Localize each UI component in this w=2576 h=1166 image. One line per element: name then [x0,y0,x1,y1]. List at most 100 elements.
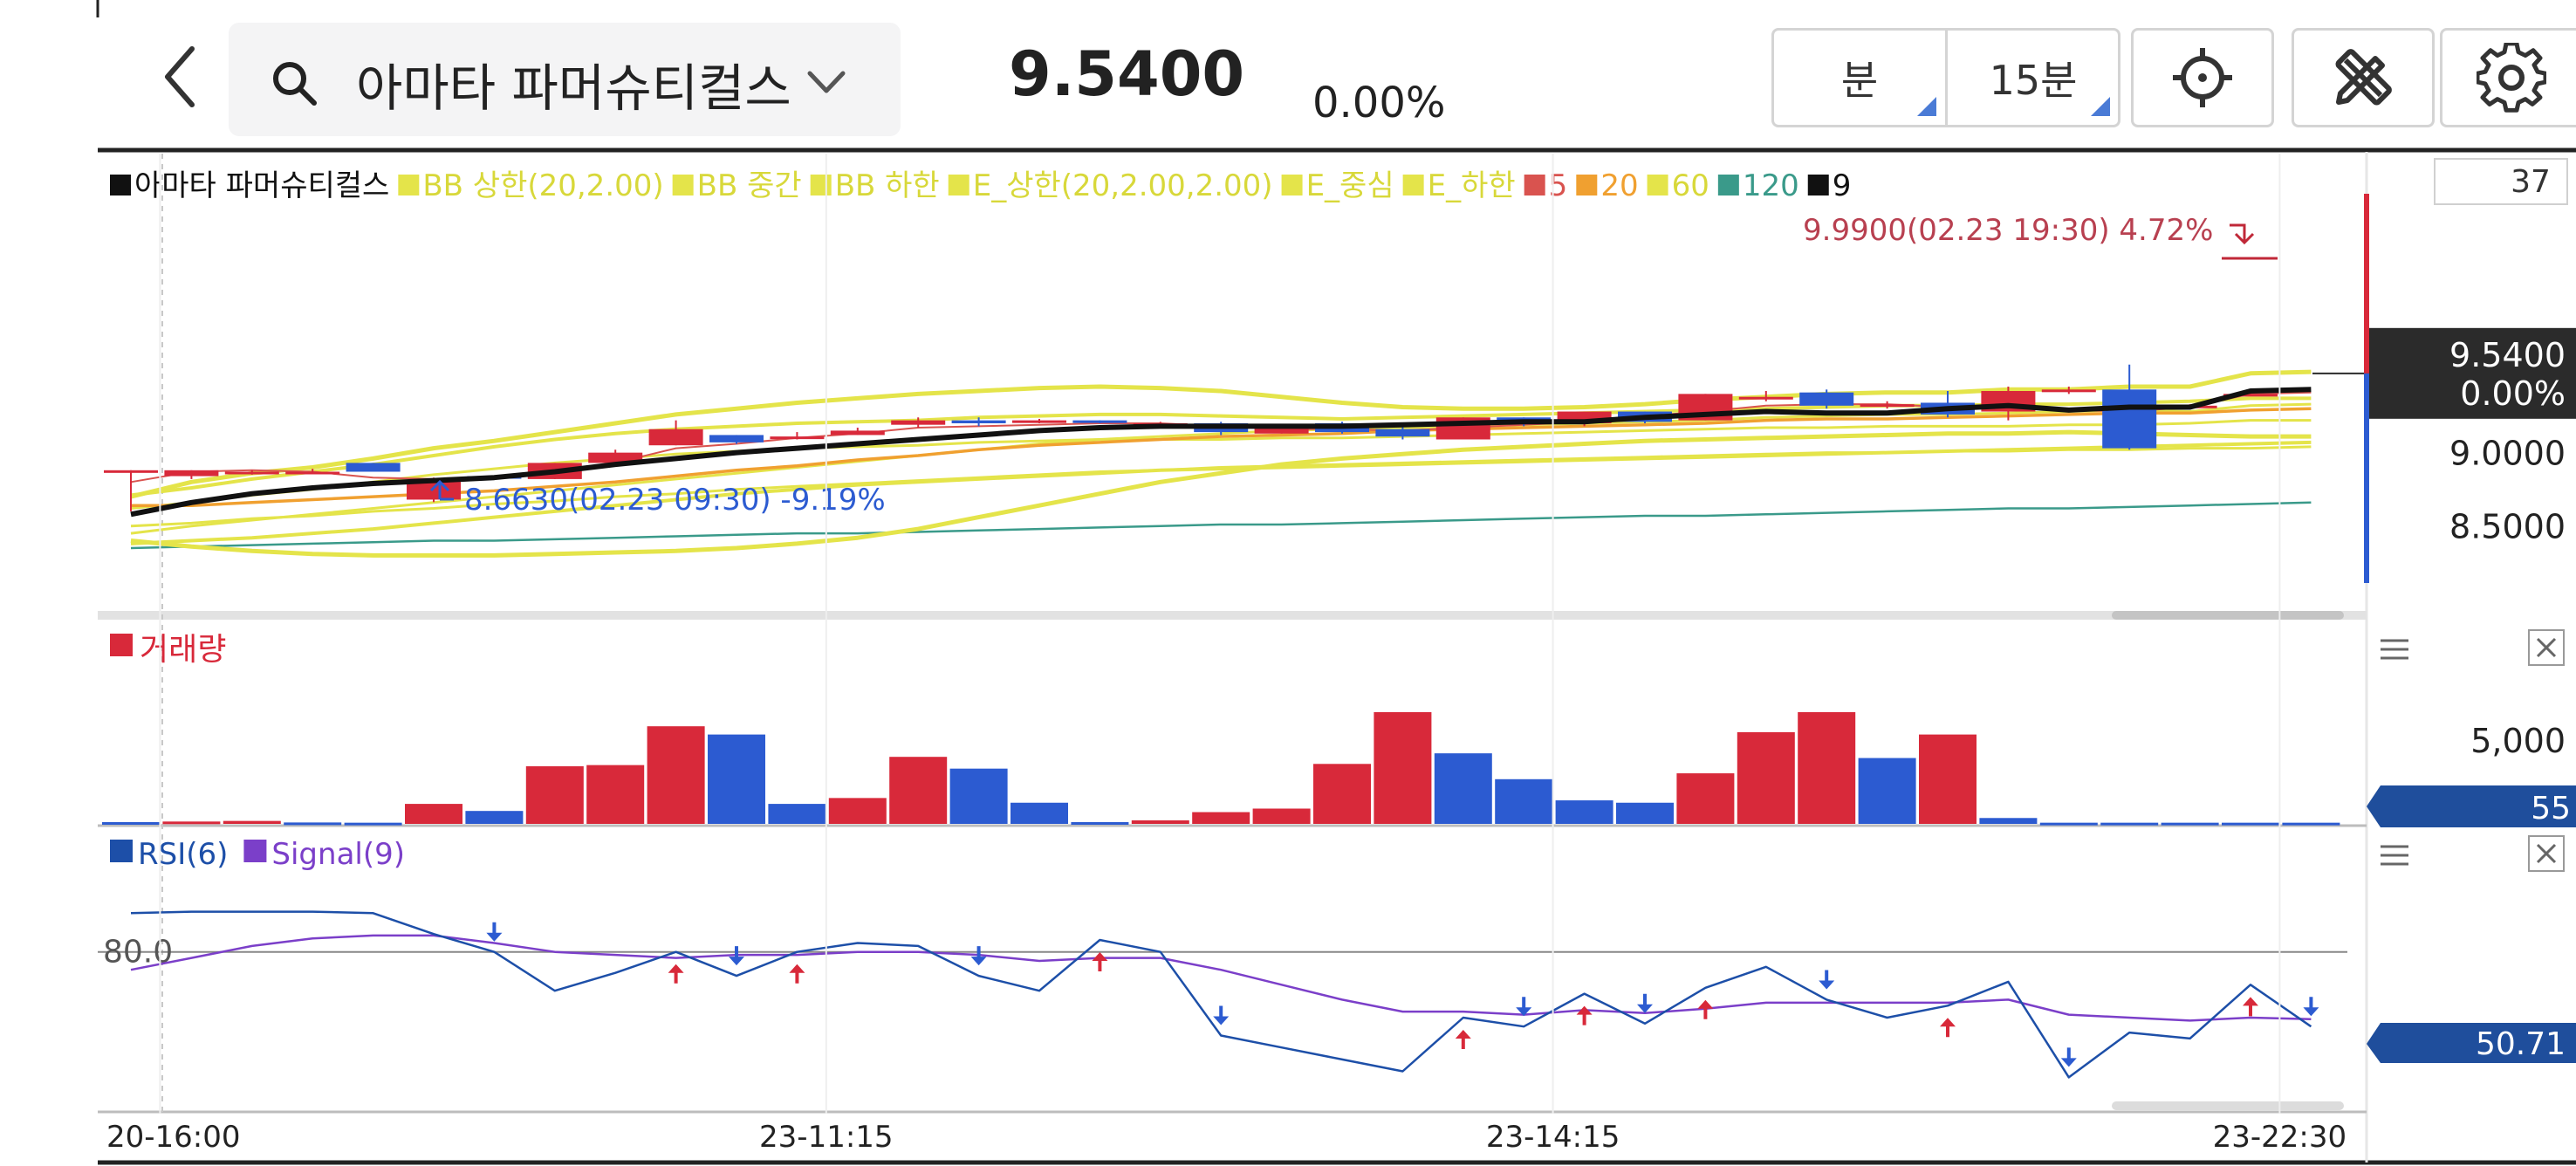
candle [1738,396,1793,400]
legend-label: BB 하한 [835,168,940,203]
signal-line [130,934,2312,1022]
rsi-menu-icon[interactable] [2381,845,2408,866]
drawing-tools-button[interactable] [2292,28,2435,127]
price-panel: 아마타 파머슈티컬스 BB 상한(20,2.00) BB 중간 BB 하한 E_상한(2… [104,164,2576,583]
rsi-current-box [2367,1023,2576,1063]
volume-bar [405,804,462,824]
back-button[interactable] [148,42,218,112]
env-lower-line [130,440,2312,545]
rsi-current-label: 50.71 [2476,1026,2566,1062]
stock-search-box[interactable]: 아마타 파머슈티컬스 [229,23,901,136]
legend-swatch [110,175,131,195]
volume-legend-label: 거래량 [140,632,226,668]
candle [1860,404,1915,408]
volume-menu-icon[interactable] [2381,639,2408,660]
rsi-close-icon[interactable] [2528,835,2565,872]
volume-bar [2222,822,2279,826]
divider [1945,31,1948,125]
sell-signal-arrow [1637,993,1653,1013]
buy-signal-arrow [1940,1018,1956,1038]
interval-value-label: 15분 [1989,57,2078,104]
legend-label: 아마타 파머슈티컬스 [134,168,389,203]
rsi-level-label: 80.0 [103,935,173,971]
volume-bar [102,821,160,825]
rsi-legend-label: RSI(6) [138,837,228,872]
candle [346,463,401,472]
chevron-down-icon[interactable] [805,65,848,99]
rsi-scrollbar[interactable] [2112,1101,2344,1110]
low-arrow-icon [429,479,454,501]
legend-swatch [672,175,694,195]
x-axis: 20-16:00 23-11:15 23-14:15 23-22:30 [106,154,2346,1155]
volume-bar [1858,758,1916,824]
candle [648,429,703,446]
volume-bar [1313,764,1371,824]
volume-bar [1979,818,2038,824]
candle [224,471,279,475]
volume-bar [1555,800,1613,824]
legend-label: 20 [1600,168,1638,203]
legend-swatch [243,840,267,862]
buy-signal-arrow [789,964,805,984]
stock-name: 아마타 파머슈티컬스 [356,58,791,118]
volume-close-icon[interactable] [2528,629,2565,666]
legend-label: BB 상한(20,2.00) [422,168,663,203]
volume-bar [162,821,221,825]
crosshair-icon [2173,48,2232,107]
horizontal-scrollbar[interactable] [2112,611,2344,620]
price-change: 0.00% [1312,79,1446,127]
sell-signal-arrow [729,946,744,966]
legend-swatch [1281,175,1303,195]
volume-bar [525,765,584,824]
interval-selector: 분 15분 [1771,28,2120,127]
candle [770,436,825,440]
interval-unit-label: 분 [1840,57,1879,104]
buy-signal-arrow [1455,1029,1471,1049]
current-price-label-box [2367,327,2576,419]
chevron-left-icon [165,46,195,107]
candle [407,480,461,500]
legend-label: 5 [1549,168,1568,203]
volume-bar [1374,712,1432,824]
candle [104,470,158,473]
volume-bar [1011,802,1068,824]
volume-bar [2100,822,2159,826]
volume-bar [1616,802,1674,824]
legend-swatch [1647,175,1668,195]
volume-bar [1252,808,1311,824]
volume-bar [1131,820,1189,824]
buy-signal-arrow [668,964,684,984]
ma120-line [130,501,2312,550]
sell-signal-arrow [2303,997,2319,1017]
candle [1072,420,1127,423]
legend-swatch [948,175,969,195]
candle [2041,389,2096,393]
interval-unit-button[interactable]: 분 [1774,31,1945,125]
bb-lower-line [130,429,2312,558]
interval-value-button[interactable]: 15분 [1948,31,2119,125]
buy-signal-arrow [2243,997,2258,1017]
sell-signal-arrow [1213,1005,1230,1025]
buy-signal-arrow [1697,999,1714,1019]
crosshair-button[interactable] [2131,28,2274,127]
legend-label: E_중심 [1306,168,1394,203]
volume-panel: 거래량 5,000 55 [102,632,2576,827]
legend-swatch [110,840,133,862]
legend-swatch [810,175,832,195]
top-right-count: 37 [2511,164,2551,200]
legend-swatch [1717,175,1739,195]
search-icon [273,62,317,106]
volume-bar [2039,822,2098,826]
candle [285,471,340,475]
panel-divider [98,611,2367,620]
volume-bar [708,734,765,824]
volume-bar [828,798,887,824]
settings-button[interactable] [2440,28,2576,127]
sell-signal-arrow [1516,997,1532,1017]
dropdown-corner-icon [2091,97,2110,116]
low-annotation: 8.6630(02.23 09:30) -9.19% [464,483,886,518]
candle [709,435,764,442]
legend-label: 60 [1672,168,1709,203]
volume-bar [1919,734,1977,824]
